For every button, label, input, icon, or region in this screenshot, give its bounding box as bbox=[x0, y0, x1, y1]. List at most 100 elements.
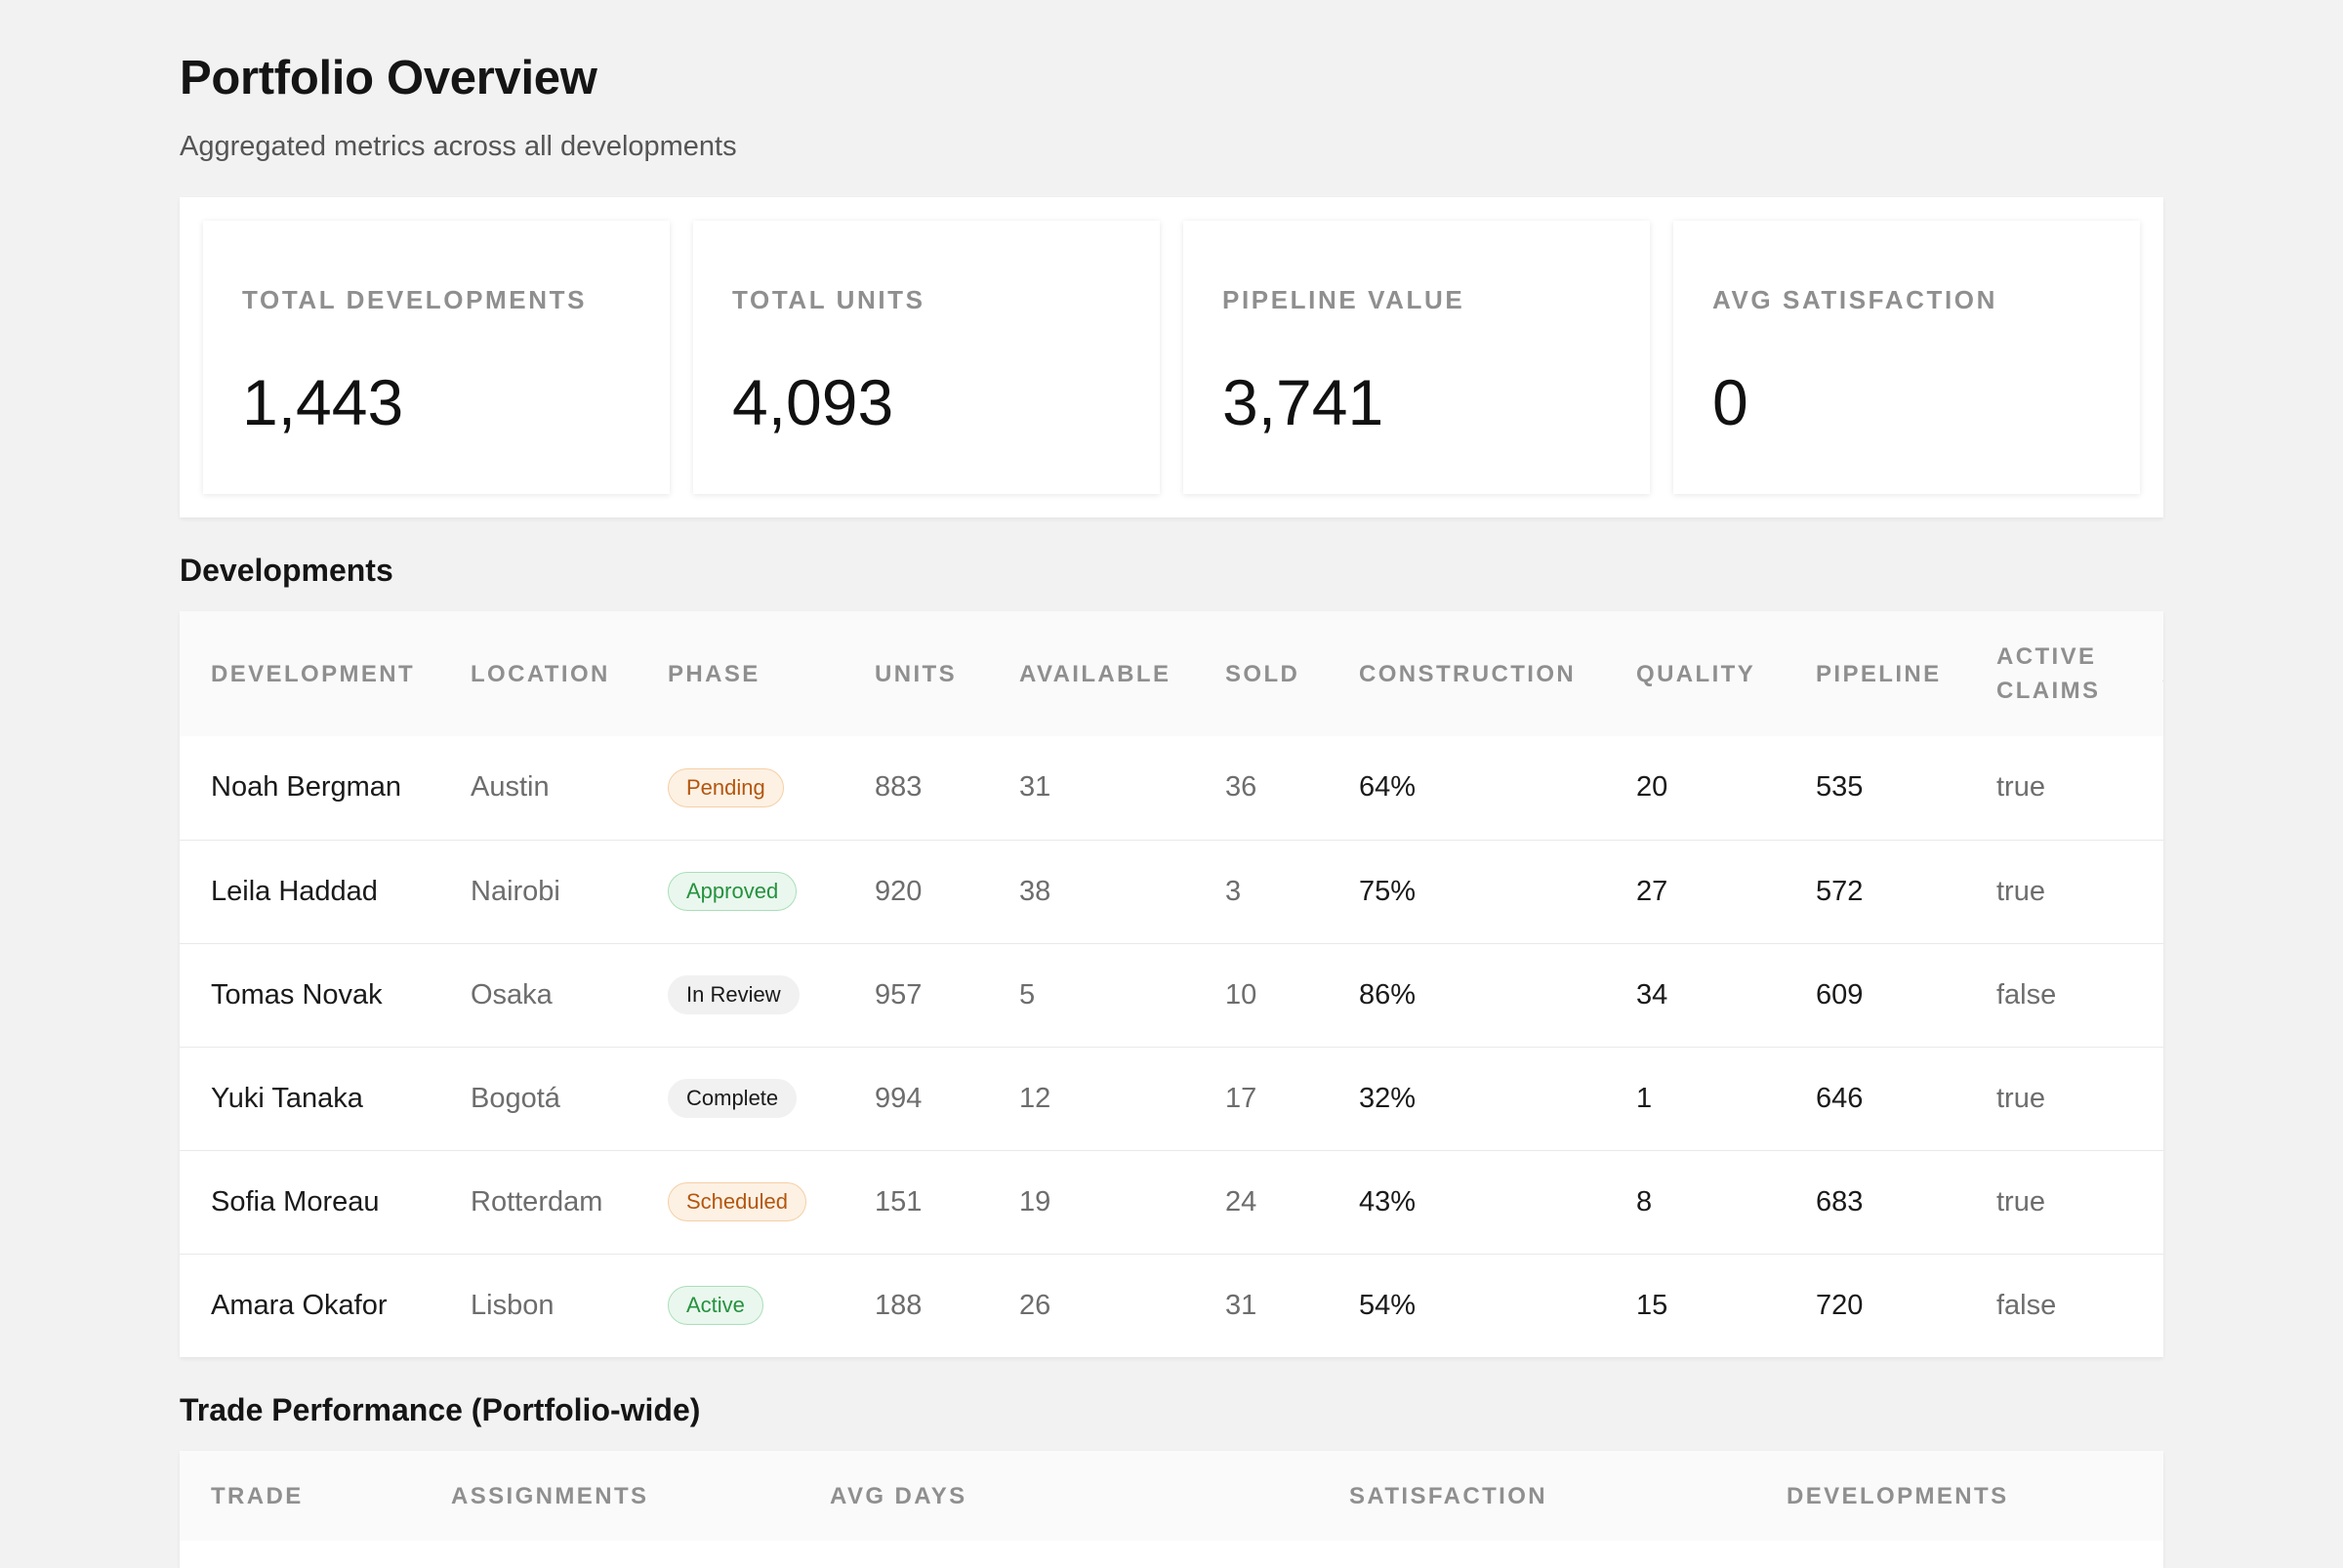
cell-sold: 31 bbox=[1194, 1253, 1328, 1357]
column-header-available[interactable]: AVAILABLE bbox=[988, 611, 1194, 736]
table-row[interactable]: Amara Okafor Lisbon Active 188 26 31 54% 15 720 f… bbox=[180, 1253, 2163, 1357]
cell-available: 19 bbox=[988, 1149, 1194, 1254]
table-row[interactable]: Yuki Tanaka Bogotá Complete 994 12 17 32% 1 646 t… bbox=[180, 1046, 2163, 1150]
cell-active-claims: true bbox=[1965, 1149, 2131, 1254]
table-row[interactable]: Leila Haddad Nairobi Approved 920 38 3 75% 27 57… bbox=[180, 839, 2163, 943]
cell-phase: Complete bbox=[637, 1046, 843, 1150]
cell-location: Austin bbox=[471, 771, 550, 804]
cell-truncated bbox=[2131, 1253, 2163, 1357]
cell-pipeline: 535 bbox=[1816, 771, 1864, 804]
cell-location: Nairobi bbox=[439, 839, 637, 943]
cell-units: 188 bbox=[843, 1253, 988, 1357]
cell-units: 920 bbox=[843, 839, 988, 943]
cell-phase: Pending bbox=[637, 736, 843, 840]
kpi-value: 0 bbox=[1712, 366, 1748, 438]
cell-truncated bbox=[2131, 1046, 2163, 1150]
cell-quality: 8 bbox=[1605, 1149, 1785, 1254]
table-row[interactable]: Noah Bergman Austin Pending 883 31 36 64% 20 535… bbox=[180, 736, 2163, 840]
cell-pipeline: 646 bbox=[1785, 1046, 1965, 1150]
phase-badge: Pending bbox=[668, 767, 784, 807]
cell-quality: 20 bbox=[1636, 771, 1668, 804]
cell-location: Lisbon bbox=[439, 1253, 637, 1357]
trades-table: TRADE ASSIGNMENTS AVG DAYS SATISFACTION … bbox=[180, 1451, 2163, 1541]
column-header-trade[interactable]: TRADE bbox=[180, 1451, 420, 1541]
trades-table-panel: TRADE ASSIGNMENTS AVG DAYS SATISFACTION … bbox=[180, 1451, 2163, 1568]
cell-quality: 27 bbox=[1605, 839, 1785, 943]
column-header-quality[interactable]: QUALITY bbox=[1605, 611, 1785, 736]
cell-quality: 34 bbox=[1605, 942, 1785, 1047]
developments-table-panel: DEVELOPMENT LOCATION PHASE UNITS AVAILAB… bbox=[180, 611, 2163, 1357]
cell-development: Tomas Novak bbox=[180, 942, 439, 1047]
phase-badge: Scheduled bbox=[668, 1182, 806, 1221]
column-header-assignments[interactable]: ASSIGNMENTS bbox=[420, 1451, 799, 1541]
cell-units: 957 bbox=[843, 942, 988, 1047]
cell-phase: Scheduled bbox=[637, 1149, 843, 1254]
page-title: Portfolio Overview bbox=[180, 52, 597, 104]
cell-phase: Approved bbox=[637, 839, 843, 943]
cell-active-claims: false bbox=[1965, 1253, 2131, 1357]
developments-header-row: DEVELOPMENT LOCATION PHASE UNITS AVAILAB… bbox=[180, 611, 2163, 736]
cell-active-claims: false bbox=[1965, 942, 2131, 1047]
table-row[interactable]: Tomas Novak Osaka In Review 957 5 10 86% 34 609 f… bbox=[180, 942, 2163, 1047]
cell-units: 151 bbox=[843, 1149, 988, 1254]
cell-development: Sofia Moreau bbox=[180, 1149, 439, 1254]
cell-sold: 17 bbox=[1194, 1046, 1328, 1150]
column-header-sold[interactable]: SOLD bbox=[1194, 611, 1328, 736]
cell-pipeline: 572 bbox=[1785, 839, 1965, 943]
column-header-satisfaction[interactable]: SATISFACTION bbox=[1318, 1451, 1755, 1541]
developments-title: Developments bbox=[180, 553, 393, 588]
cell-construction: 86% bbox=[1328, 942, 1605, 1047]
column-header-construction[interactable]: CONSTRUCTION bbox=[1328, 611, 1605, 736]
column-header-pipeline[interactable]: PIPELINE bbox=[1785, 611, 1965, 736]
developments-body: Noah Bergman Austin Pending 883 31 36 64% 20 535… bbox=[180, 736, 2163, 1357]
kpi-card-avg-satisfaction: AVG SATISFACTION 0 bbox=[1673, 221, 2140, 494]
cell-active-claims: true bbox=[1965, 839, 2131, 943]
cell-truncated bbox=[2131, 1149, 2163, 1254]
column-header-avg-days[interactable]: AVG DAYS bbox=[799, 1451, 1318, 1541]
column-header-location[interactable]: LOCATION bbox=[439, 611, 637, 736]
cell-truncated bbox=[2131, 839, 2163, 943]
cell-location: Osaka bbox=[439, 942, 637, 1047]
cell-truncated bbox=[2131, 736, 2163, 840]
cell-truncated bbox=[2131, 942, 2163, 1047]
cell-phase: In Review bbox=[637, 942, 843, 1047]
cell-active-claims: true bbox=[1996, 771, 2045, 804]
cell-sold: 10 bbox=[1194, 942, 1328, 1047]
column-header-active-claims[interactable]: ACTIVE CLAIMS bbox=[1965, 611, 2131, 736]
cell-sold: 24 bbox=[1194, 1149, 1328, 1254]
kpi-value: 3,741 bbox=[1222, 366, 1384, 438]
cell-phase: Active bbox=[637, 1253, 843, 1357]
cell-available: 31 bbox=[1019, 771, 1051, 804]
kpi-card-pipeline-value: PIPELINE VALUE 3,741 bbox=[1183, 221, 1650, 494]
cell-construction: 64% bbox=[1359, 771, 1417, 804]
kpi-card-total-developments: TOTAL DEVELOPMENTS 1,443 bbox=[203, 221, 670, 494]
cell-units: 883 bbox=[875, 771, 923, 804]
kpi-label: AVG SATISFACTION bbox=[1712, 285, 1997, 314]
kpi-label: TOTAL UNITS bbox=[732, 285, 925, 314]
kpi-value: 4,093 bbox=[732, 366, 894, 438]
column-header-phase[interactable]: PHASE bbox=[637, 611, 843, 736]
column-header-truncated[interactable]: A bbox=[2131, 611, 2163, 736]
cell-development: Leila Haddad bbox=[180, 839, 439, 943]
table-row[interactable]: Sofia Moreau Rotterdam Scheduled 151 19 24 43%… bbox=[180, 1149, 2163, 1254]
cell-construction: 32% bbox=[1328, 1046, 1605, 1150]
cell-development: Yuki Tanaka bbox=[180, 1046, 439, 1150]
cell-construction: 54% bbox=[1328, 1253, 1605, 1357]
cell-active-claims: true bbox=[1965, 1046, 2131, 1150]
kpi-value: 1,443 bbox=[242, 366, 404, 438]
phase-badge: Active bbox=[668, 1286, 763, 1326]
kpi-label: PIPELINE VALUE bbox=[1222, 285, 1465, 314]
cell-sold: 3 bbox=[1194, 839, 1328, 943]
cell-available: 26 bbox=[988, 1253, 1194, 1357]
cell-construction: 75% bbox=[1328, 839, 1605, 943]
phase-badge: In Review bbox=[668, 975, 800, 1014]
cell-location: Bogotá bbox=[439, 1046, 637, 1150]
column-header-development[interactable]: DEVELOPMENT bbox=[180, 611, 439, 736]
cell-units: 994 bbox=[843, 1046, 988, 1150]
column-header-developments[interactable]: DEVELOPMENTS bbox=[1755, 1451, 2163, 1541]
cell-construction: 43% bbox=[1328, 1149, 1605, 1254]
cell-pipeline: 609 bbox=[1785, 942, 1965, 1047]
column-header-units[interactable]: UNITS bbox=[843, 611, 988, 736]
developments-table: DEVELOPMENT LOCATION PHASE UNITS AVAILAB… bbox=[180, 611, 2163, 1357]
cell-development: Noah Bergman bbox=[211, 771, 402, 804]
